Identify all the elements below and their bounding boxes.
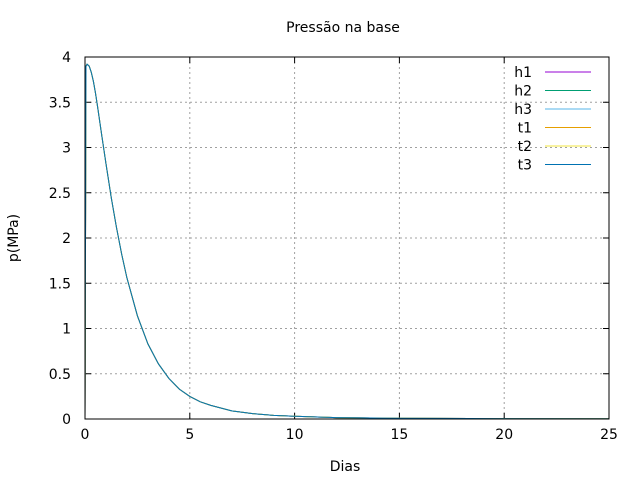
x-axis-label: Dias — [330, 459, 361, 475]
series-line-t3 — [84, 63, 610, 420]
x-tick-label: 5 — [185, 427, 194, 443]
y-tick-label: 4 — [62, 50, 71, 66]
chart-title: Pressão na base — [286, 20, 400, 36]
x-tick-label: 25 — [600, 427, 618, 443]
axis-ticks: 0 5 10 15 20 25 0 0.5 1 1.5 2 2.5 3 3.5 4 — [49, 50, 618, 443]
y-tick-label: 0.5 — [49, 367, 71, 383]
legend-label-h3: h3 — [514, 102, 532, 118]
y-tick-label: 0 — [62, 412, 71, 428]
legend-label-t3: t3 — [518, 158, 532, 174]
plot-frame — [84, 56, 610, 420]
y-tick-label: 1 — [62, 322, 71, 338]
y-tick-label: 2.5 — [49, 186, 71, 202]
x-tick-label: 20 — [495, 427, 513, 443]
legend-label-t2: t2 — [518, 139, 532, 155]
legend-label-h2: h2 — [514, 84, 532, 100]
x-tick-label: 0 — [81, 427, 90, 443]
legend-label-t1: t1 — [518, 121, 532, 137]
legend: h1 h2 h3 t1 t2 t3 — [514, 65, 591, 174]
y-tick-label: 1.5 — [49, 276, 71, 292]
y-tick-label: 3.5 — [49, 95, 71, 111]
y-axis-label: p(MPa) — [6, 214, 22, 262]
y-tick-label: 2 — [62, 231, 71, 247]
x-tick-label: 10 — [286, 427, 304, 443]
y-tick-label: 3 — [62, 141, 71, 157]
legend-label-h1: h1 — [514, 65, 532, 81]
x-tick-label: 15 — [390, 427, 408, 443]
series-lines — [84, 63, 610, 420]
